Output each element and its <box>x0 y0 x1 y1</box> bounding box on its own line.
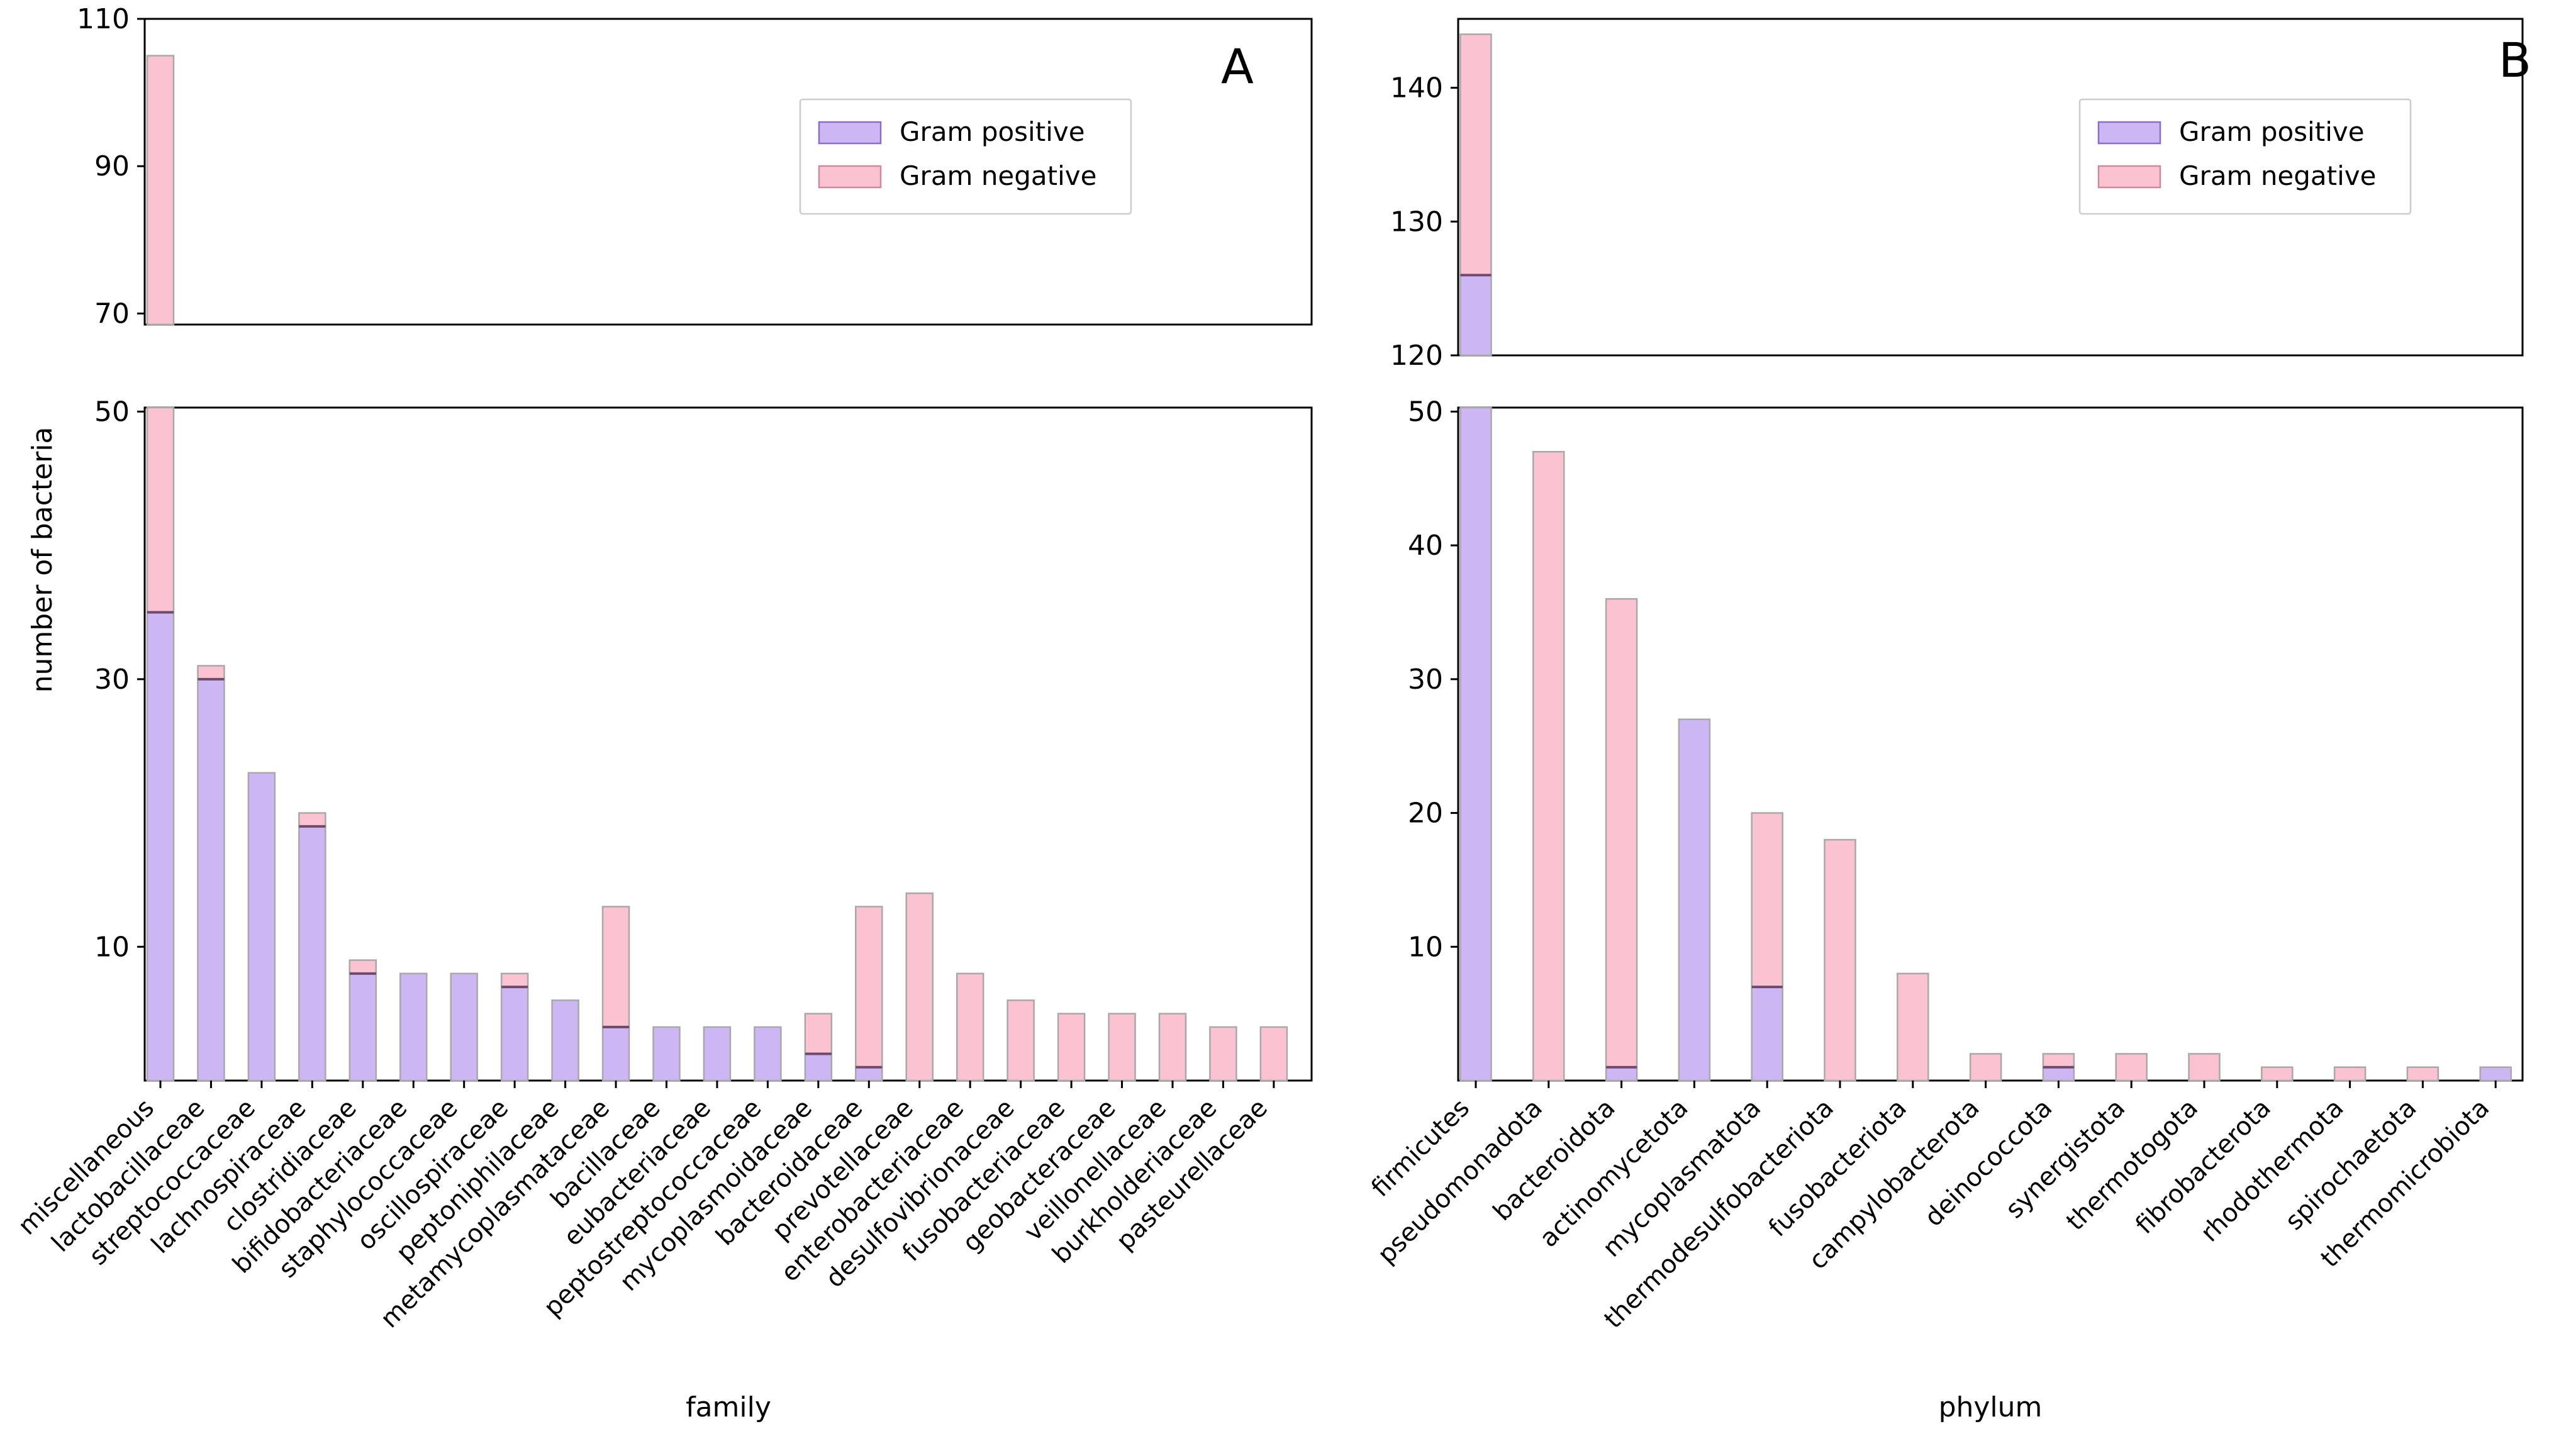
bar-streptococcaceae-positive-segment <box>247 772 276 1082</box>
bar-geobacteraceae-negative-segment <box>1108 1013 1136 1082</box>
panel-letter-A: A <box>1221 38 1254 94</box>
y-tick-label-A-90: 90 <box>94 150 130 182</box>
x-axis-label-B: phylum <box>1939 1391 2043 1423</box>
bar-bacteroidota-positive-segment <box>1605 1066 1638 1082</box>
bar-bacteroidaceae-positive-segment <box>855 1066 883 1082</box>
bar-veillonellaceae-negative-segment <box>1158 1013 1187 1082</box>
bar-deinococcota-positive-segment <box>2042 1066 2075 1082</box>
bar-spirochaetota-negative-segment <box>2406 1066 2439 1082</box>
bar-actinomycetota-positive-segment <box>1678 718 1711 1082</box>
bar-mycoplasmatota-positive-segment <box>1751 986 1783 1082</box>
y-tick-label-A-50: 50 <box>94 396 130 428</box>
bar-campylobacterota-negative-segment <box>1969 1053 2002 1082</box>
legend-swatch-gram-negative <box>2097 165 2161 189</box>
x-axis-label-A: family <box>686 1391 771 1423</box>
bar-mycoplasmoidaceae-positive-segment <box>804 1053 833 1082</box>
legend-label-gram-negative: Gram negative <box>900 160 1097 191</box>
x-tick-label-spirochaetota: spirochaetota <box>2280 1094 2422 1236</box>
bar-peptostreptococcaceae-positive-segment <box>754 1026 782 1082</box>
bar-clostridiaceae-negative-segment <box>348 959 377 975</box>
y-tick-label-B-130: 130 <box>1390 206 1443 238</box>
bar-metamycoplasmataceae-positive-segment <box>601 1026 630 1082</box>
bar-prevotellaceae-negative-segment <box>905 892 934 1082</box>
bar-bacteroidaceae-negative-segment <box>855 906 883 1068</box>
legend-swatch-gram-positive <box>2097 121 2161 145</box>
legend-swatch-gram-positive <box>818 121 882 145</box>
bar-lactobacillaceae-positive-segment <box>197 678 225 1082</box>
bar-fibrobacterota-negative-segment <box>2261 1066 2294 1082</box>
legend-box-A <box>799 98 1132 215</box>
bar-rhodothermota-negative-segment <box>2333 1066 2367 1082</box>
bar-pasteurellaceae-negative-segment <box>1259 1026 1288 1082</box>
bar-pseudomonadota-negative-segment <box>1532 450 1565 1082</box>
y-tick-label-B-50: 50 <box>1408 396 1443 428</box>
bar-lachnospiraceae-positive-segment <box>298 825 326 1082</box>
bar-enterobacteriaceae-negative-segment <box>956 972 984 1082</box>
x-tick-label-fibrobacterota: fibrobacterota <box>2130 1094 2277 1240</box>
bar-synergistota-negative-segment <box>2115 1053 2148 1082</box>
y-tick-label-B-120: 120 <box>1390 340 1443 372</box>
legend-swatch-gram-negative <box>818 165 882 189</box>
bar-burkholderiaceae-negative-segment <box>1209 1026 1237 1082</box>
legend-box-B <box>2078 98 2412 215</box>
bar-thermotogota-negative-segment <box>2188 1053 2221 1082</box>
bar-bacteroidota-negative-segment <box>1605 598 1638 1068</box>
panel-A-top <box>143 18 1313 326</box>
y-tick-label-B-10: 10 <box>1408 931 1443 963</box>
y-tick-label-A-10: 10 <box>94 931 130 963</box>
bar-peptoniphilaceae-positive-segment <box>551 999 579 1082</box>
y-tick-label-A-70: 70 <box>94 298 130 330</box>
y-tick-label-B-20: 20 <box>1408 798 1443 830</box>
bar-staphylococcaceae-positive-segment <box>450 972 478 1082</box>
x-tick-label-deinococcota: deinococcota <box>1919 1094 2058 1233</box>
bar-oscillospiraceae-negative-segment <box>500 972 529 988</box>
legend-label-gram-positive: Gram positive <box>900 116 1085 147</box>
bar-fusobacteriota-negative-segment <box>1897 972 1929 1082</box>
legend-label-gram-positive: Gram positive <box>2179 116 2365 147</box>
x-tick-label-thermotogota: thermotogota <box>2061 1094 2204 1237</box>
bar-oscillospiraceae-positive-segment <box>500 986 529 1082</box>
bar-clostridiaceae-positive-segment <box>348 972 377 1082</box>
y-tick-label-B-40: 40 <box>1408 530 1443 562</box>
bar-firmicutes-positive-segment <box>1459 406 1492 1082</box>
bar-deinococcota-negative-segment <box>2042 1053 2075 1068</box>
bar-mycoplasmoidaceae-negative-segment <box>804 1013 833 1055</box>
y-axis-label-A: number of bacteria <box>26 427 59 693</box>
bar-miscellaneous-negative-segment <box>146 406 175 613</box>
y-tick-label-A-110: 110 <box>77 3 130 35</box>
bar-miscellaneous-positive-segment <box>146 611 175 1082</box>
bar-firmicutes-negative-segment <box>1459 33 1492 276</box>
bar-desulfovibrionaceae-negative-segment <box>1006 999 1035 1082</box>
bar-firmicutes-positive-segment <box>1459 274 1492 357</box>
bar-bifidobacteriaceae-positive-segment <box>399 972 428 1082</box>
legend-label-gram-negative: Gram negative <box>2179 160 2377 191</box>
y-tick-label-A-30: 30 <box>94 664 130 696</box>
bar-fusobacteriaceae-negative-segment <box>1057 1013 1086 1082</box>
bar-mycoplasmatota-negative-segment <box>1751 812 1783 988</box>
y-tick-label-B-30: 30 <box>1408 664 1443 696</box>
bar-miscellaneous-negative-segment <box>146 55 175 326</box>
bar-eubacteriaceae-positive-segment <box>703 1026 732 1082</box>
bar-bacillaceae-positive-segment <box>652 1026 681 1082</box>
bar-metamycoplasmataceae-negative-segment <box>601 906 630 1028</box>
panel-B-top <box>1457 18 2524 357</box>
bar-lactobacillaceae-negative-segment <box>197 665 225 681</box>
bar-lachnospiraceae-negative-segment <box>298 812 326 828</box>
bar-thermomicrobiota-positive-segment <box>2479 1066 2512 1082</box>
y-tick-label-B-140: 140 <box>1390 72 1443 104</box>
panel-letter-B: B <box>2499 32 2531 88</box>
bar-thermodesulfobacteriota-negative-segment <box>1824 838 1856 1082</box>
